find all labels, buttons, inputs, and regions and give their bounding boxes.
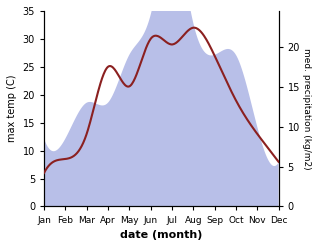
Y-axis label: med. precipitation (kg/m2): med. precipitation (kg/m2) (302, 48, 311, 169)
Y-axis label: max temp (C): max temp (C) (7, 75, 17, 143)
X-axis label: date (month): date (month) (120, 230, 203, 240)
